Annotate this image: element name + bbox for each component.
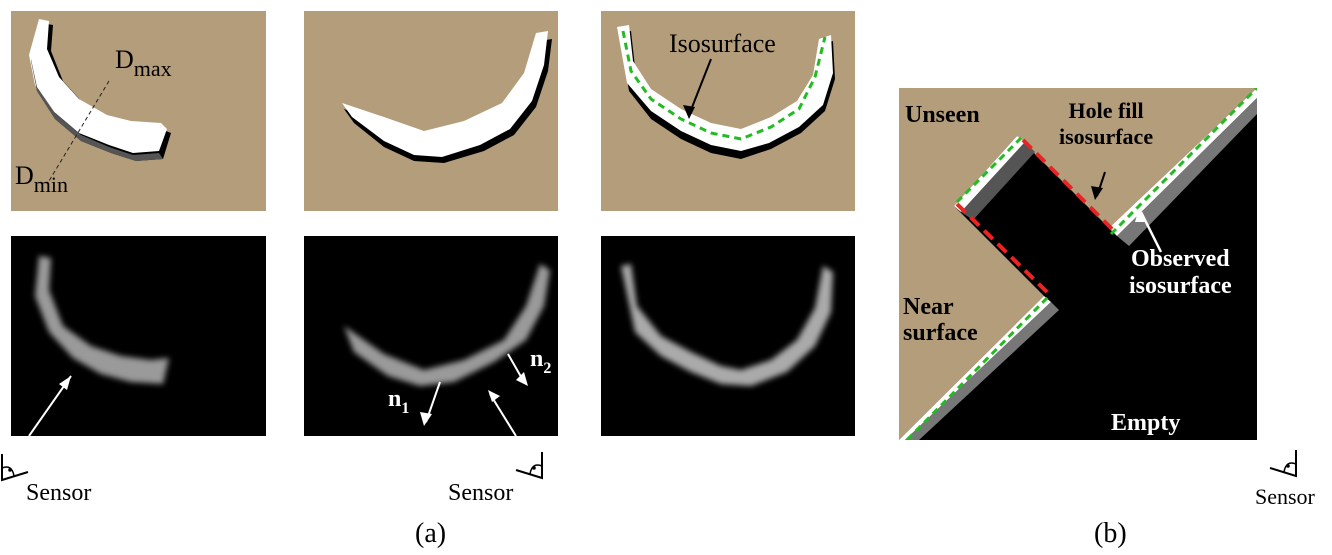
observed-label: Observed isosurface [1129,246,1232,299]
isosurface-arrow [688,58,712,116]
observed-iso-line-spur [955,136,1023,204]
tsdf-shape-1 [29,19,171,182]
weight-shape-1 [28,256,169,436]
dmax-subscript: max [133,56,172,81]
weight-panel-1 [11,236,266,436]
n2-label: n2 [530,346,551,377]
dmin-subscript: min [33,172,69,197]
tsdf-panel-1: Dmax Dmin [11,11,266,211]
near-surface-label: Near surface [903,294,978,346]
n2-subscript: 2 [543,360,552,377]
isosurface-label: Isosurface [669,29,776,58]
caption-a: (a) [415,518,447,549]
tsdf-shape-3 [617,25,835,159]
sensor-label-left: Sensor [26,480,92,506]
tsdf-panel-3: Isosurface [601,11,855,211]
dmax-text: D [115,45,134,74]
sensor-label-right: Sensor [1255,484,1315,509]
hole-fill-line-upper [1021,138,1115,232]
weight-panel-3 [601,236,855,436]
isosurface-dash-line [621,30,827,141]
dmax-label: Dmax [115,45,172,81]
weight-shape-3 [621,264,833,386]
observed-iso-line-upper [1109,88,1257,236]
weight-shape-2 [344,264,550,436]
dmin-label: Dmin [15,161,68,197]
n1-subscript: 1 [401,400,410,417]
sensor-eye-icon-mid [515,452,543,480]
hole-fill-line-lower [955,202,1051,296]
n1-label: n1 [388,386,409,417]
tsdf-panel-2 [304,11,558,211]
hole-fill-label: Hole fill isosurface [1059,98,1154,149]
sensor-label-mid: Sensor [448,480,514,506]
panel-b-diagram [899,88,1257,440]
dmin-text: D [15,161,34,190]
sensor-eye-icon-left [1,454,29,482]
tsdf-shape-2 [342,31,552,163]
panel-b: Unseen Hole fill isosurface Near surface… [899,88,1257,440]
sensor-ray-mid [489,393,517,436]
n1-text: n [388,386,402,412]
caption-b: (b) [1094,518,1127,549]
weight-panel-2: n1 n2 [304,236,558,436]
empty-label: Empty [1111,410,1181,436]
unseen-label: Unseen [905,102,980,128]
n2-text: n [530,346,544,372]
sensor-eye-icon-right [1269,450,1297,478]
